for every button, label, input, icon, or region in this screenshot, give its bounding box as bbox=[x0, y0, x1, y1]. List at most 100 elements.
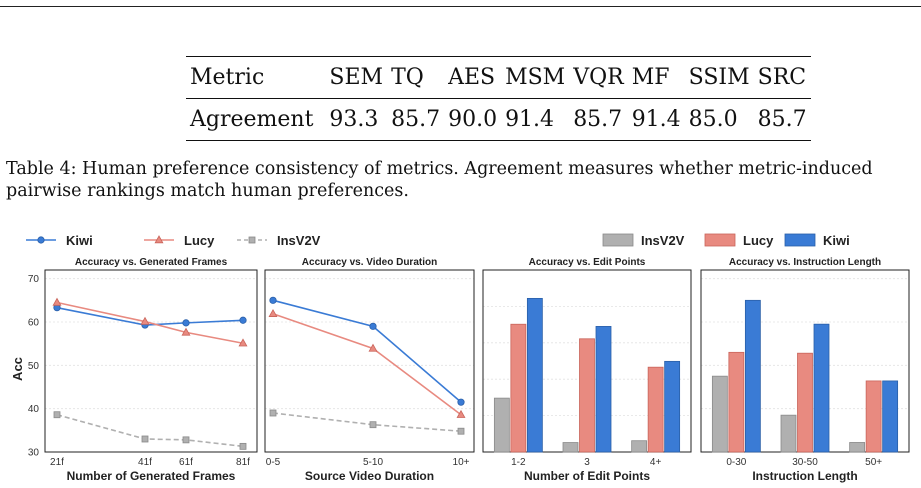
panel-title: Accuracy vs. Video Duration bbox=[302, 257, 437, 268]
table-header-cell: MSM bbox=[501, 56, 570, 99]
series-line-kiwi bbox=[272, 299, 462, 403]
bar-kiwi bbox=[813, 323, 830, 453]
legend-label-kiwi: Kiwi bbox=[823, 233, 850, 248]
bar-kiwi bbox=[744, 299, 761, 453]
y-axis-label: Acc bbox=[10, 357, 25, 381]
table-header-cell: TQ bbox=[387, 56, 445, 99]
data-point-kiwi bbox=[182, 319, 190, 327]
table-row: Agreement 93.3 85.7 90.0 91.4 85.7 91.4 … bbox=[186, 98, 811, 141]
data-point-kiwi bbox=[457, 398, 465, 406]
data-point-kiwi bbox=[269, 296, 277, 304]
panel-title: Accuracy vs. Generated Frames bbox=[75, 257, 228, 268]
legend-swatch-insv2v bbox=[602, 233, 634, 247]
bar-kiwi bbox=[526, 297, 543, 453]
data-point-lucy bbox=[368, 343, 378, 352]
data-point-insv2v bbox=[239, 442, 247, 450]
panel-frame bbox=[44, 269, 258, 453]
y-tick-label: 40 bbox=[28, 404, 40, 415]
bar-lucy bbox=[510, 323, 527, 453]
x-axis-label: Number of Edit Points bbox=[524, 469, 650, 483]
legend-label-insv2v: InsV2V bbox=[277, 233, 321, 248]
bar-lucy bbox=[728, 351, 745, 453]
legend-label-insv2v: InsV2V bbox=[641, 233, 685, 248]
top-rule bbox=[0, 6, 921, 7]
x-tick-label: 30-50 bbox=[792, 457, 818, 468]
table-header-cell: MF bbox=[627, 56, 685, 99]
data-point-insv2v bbox=[369, 421, 377, 429]
x-axis-label: Number of Generated Frames bbox=[67, 469, 236, 483]
data-point-lucy bbox=[268, 308, 278, 317]
x-tick-label: 10+ bbox=[453, 457, 470, 468]
data-point-kiwi bbox=[239, 316, 247, 324]
series-line-insv2v bbox=[272, 412, 462, 432]
data-point-lucy bbox=[456, 409, 466, 418]
table-cell: 90.0 bbox=[444, 98, 502, 141]
metrics-table: Metric SEM TQ AES MSM VQR MF SSIM SRC Ag… bbox=[186, 56, 811, 141]
data-point-lucy bbox=[52, 297, 62, 306]
bar-insv2v bbox=[562, 442, 579, 453]
series-line-kiwi bbox=[56, 306, 244, 326]
bar-insv2v bbox=[493, 397, 510, 453]
series-line-insv2v bbox=[56, 413, 244, 448]
table-header-cell: Metric bbox=[186, 56, 326, 99]
data-point-kiwi bbox=[369, 322, 377, 330]
legend-marker-insv2v bbox=[248, 236, 256, 244]
legend-label-kiwi: Kiwi bbox=[66, 233, 93, 248]
data-point-lucy bbox=[181, 327, 191, 336]
bar-lucy bbox=[647, 366, 664, 453]
bar-kiwi bbox=[882, 380, 899, 453]
legend-swatch-kiwi bbox=[784, 233, 816, 247]
table-header-cell: SEM bbox=[325, 56, 388, 99]
x-tick-label: 3 bbox=[584, 457, 590, 468]
series-line-lucy bbox=[56, 301, 244, 345]
table-cell: 93.3 bbox=[325, 98, 388, 141]
bar-insv2v bbox=[711, 375, 728, 453]
data-point-insv2v bbox=[141, 435, 149, 443]
bar-kiwi bbox=[595, 326, 612, 453]
data-point-insv2v bbox=[269, 409, 277, 417]
legend-marker-lucy bbox=[154, 235, 164, 244]
legend-swatch-lucy bbox=[704, 233, 736, 247]
table-cell: 85.0 bbox=[684, 98, 754, 141]
x-axis-label: Instruction Length bbox=[752, 469, 857, 483]
x-tick-label: 41f bbox=[138, 457, 152, 468]
legend-label-lucy: Lucy bbox=[184, 233, 215, 248]
bar-insv2v bbox=[631, 440, 648, 453]
x-tick-label: 4+ bbox=[650, 457, 662, 468]
x-tick-label: 61f bbox=[179, 457, 193, 468]
data-point-lucy bbox=[140, 316, 150, 325]
data-point-insv2v bbox=[457, 427, 465, 435]
bar-lucy bbox=[865, 380, 882, 453]
panel-title: Accuracy vs. Edit Points bbox=[529, 257, 646, 268]
data-point-lucy bbox=[238, 338, 248, 347]
legend-label-lucy: Lucy bbox=[743, 233, 774, 248]
table-cell: 85.7 bbox=[569, 98, 628, 141]
table-cell: 85.7 bbox=[753, 98, 811, 141]
x-tick-label: 21f bbox=[50, 457, 64, 468]
y-tick-label: 30 bbox=[28, 448, 40, 459]
x-tick-label: 81f bbox=[236, 457, 250, 468]
table-header-row: Metric SEM TQ AES MSM VQR MF SSIM SRC bbox=[186, 56, 811, 99]
table-caption: Table 4: Human preference consistency of… bbox=[6, 159, 873, 201]
y-tick-label: 60 bbox=[28, 318, 40, 329]
table-header-cell: SRC bbox=[753, 56, 811, 99]
legend-marker-kiwi bbox=[37, 236, 45, 244]
table-header-cell: SSIM bbox=[684, 56, 754, 99]
panel-frame bbox=[264, 269, 475, 453]
series-line-lucy bbox=[272, 313, 462, 416]
table-cell: 85.7 bbox=[387, 98, 445, 141]
x-tick-label: 5-10 bbox=[363, 457, 383, 468]
data-point-insv2v bbox=[182, 436, 190, 444]
panel-title: Accuracy vs. Instruction Length bbox=[729, 257, 881, 268]
y-tick-label: 50 bbox=[28, 361, 40, 372]
y-tick-label: 70 bbox=[28, 274, 40, 285]
table-header-cell: AES bbox=[444, 56, 502, 99]
x-tick-label: 0-30 bbox=[726, 457, 746, 468]
table-cell: Agreement bbox=[186, 98, 326, 141]
x-tick-label: 0-5 bbox=[266, 457, 281, 468]
x-axis-label: Source Video Duration bbox=[305, 469, 434, 483]
data-point-insv2v bbox=[53, 411, 61, 419]
bar-insv2v bbox=[849, 442, 866, 453]
bar-lucy bbox=[579, 338, 595, 453]
